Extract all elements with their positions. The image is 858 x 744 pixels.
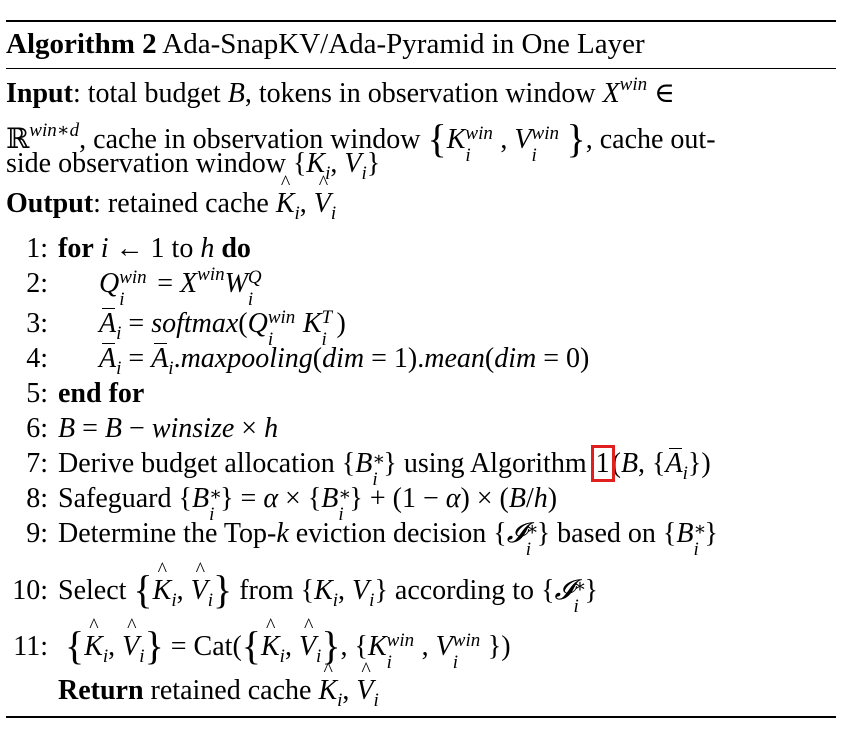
step-7: 7: Derive budget allocation {B ∗ i} using A…	[26, 445, 711, 490]
title-rule	[6, 68, 836, 69]
bottom-rule	[6, 716, 836, 718]
input-line-1: Input: total budget B, tokens in observa…	[6, 74, 675, 109]
input-line-3: side observation window {Ki, Vi}	[6, 148, 381, 184]
step-4: 4: Ai = Ai.maxpooling(dim = 1).mean(dim …	[26, 343, 590, 379]
step-9: 9: Determine the Top-k eviction decision …	[26, 518, 718, 560]
step-1: 1: for i ← 1 to h do	[26, 233, 251, 264]
step-6: 6: B = B − winsize × h	[26, 413, 279, 444]
step-10: 10:Select {Ki, Vi} from {Ki, Vi} accordi…	[6, 560, 598, 616]
top-rule	[6, 20, 836, 22]
return-line: Return retained cache Ki, Vi	[58, 660, 379, 710]
input-line-2: ℝwin∗d, cache in observation window {K wi…	[6, 116, 716, 166]
step-8: 8: Safeguard {B ∗ i} = α × {B ∗ i} + (1 − α) …	[26, 483, 558, 525]
algorithm-title: Algorithm 2 Ada-SnapKV/Ada-Pyramid in On…	[6, 28, 645, 60]
step-5: 5: end for	[26, 378, 145, 409]
output-line: Output: retained cache Ki, Vi	[6, 173, 336, 223]
algorithm-reference-link[interactable]: 1	[590, 445, 615, 482]
